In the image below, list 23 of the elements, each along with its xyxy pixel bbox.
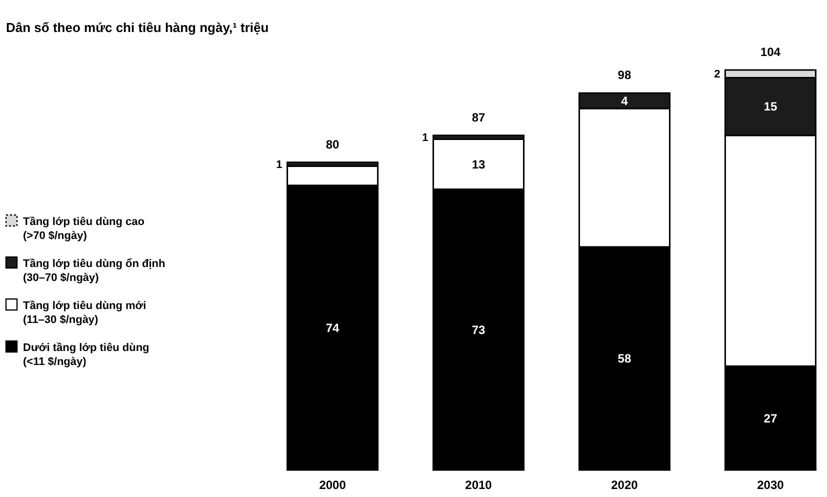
total-label: 104 — [760, 45, 781, 59]
data-label: 2 — [714, 68, 720, 81]
data-label: 15 — [764, 100, 778, 114]
x-tick-label: 2020 — [611, 478, 638, 492]
x-tick-label: 2000 — [319, 478, 346, 492]
data-label: 73 — [472, 322, 486, 337]
data-label: 27 — [764, 411, 778, 426]
legend-label: Dưới tầng lớp tiêu dùng (<11 $/ngày) — [23, 342, 150, 368]
data-label: 4 — [621, 94, 628, 108]
legend-label: Tầng lớp tiêu dùng mới (11–30 $/ngày) — [23, 300, 146, 326]
data-label: 1 — [276, 159, 282, 172]
legend-label: Tầng lớp tiêu dùng cao (>70 $/ngày) — [23, 216, 145, 242]
total-label: 87 — [472, 110, 486, 124]
data-label: 58 — [618, 352, 632, 366]
data-label: 1 — [422, 132, 428, 144]
total-label: 80 — [326, 137, 340, 152]
x-tick-label: 2010 — [465, 478, 492, 492]
x-tick-label: 2030 — [757, 478, 784, 492]
data-label: 13 — [472, 157, 486, 172]
text: Dân số theo mức chi tiêu hàng ngày,¹ triệu — [6, 20, 269, 35]
legend-label: Tầng lớp tiêu dùng ổn định (30–70 $/ngày) — [23, 258, 166, 284]
data-label: 74 — [326, 320, 340, 335]
total-label: 98 — [618, 68, 632, 82]
